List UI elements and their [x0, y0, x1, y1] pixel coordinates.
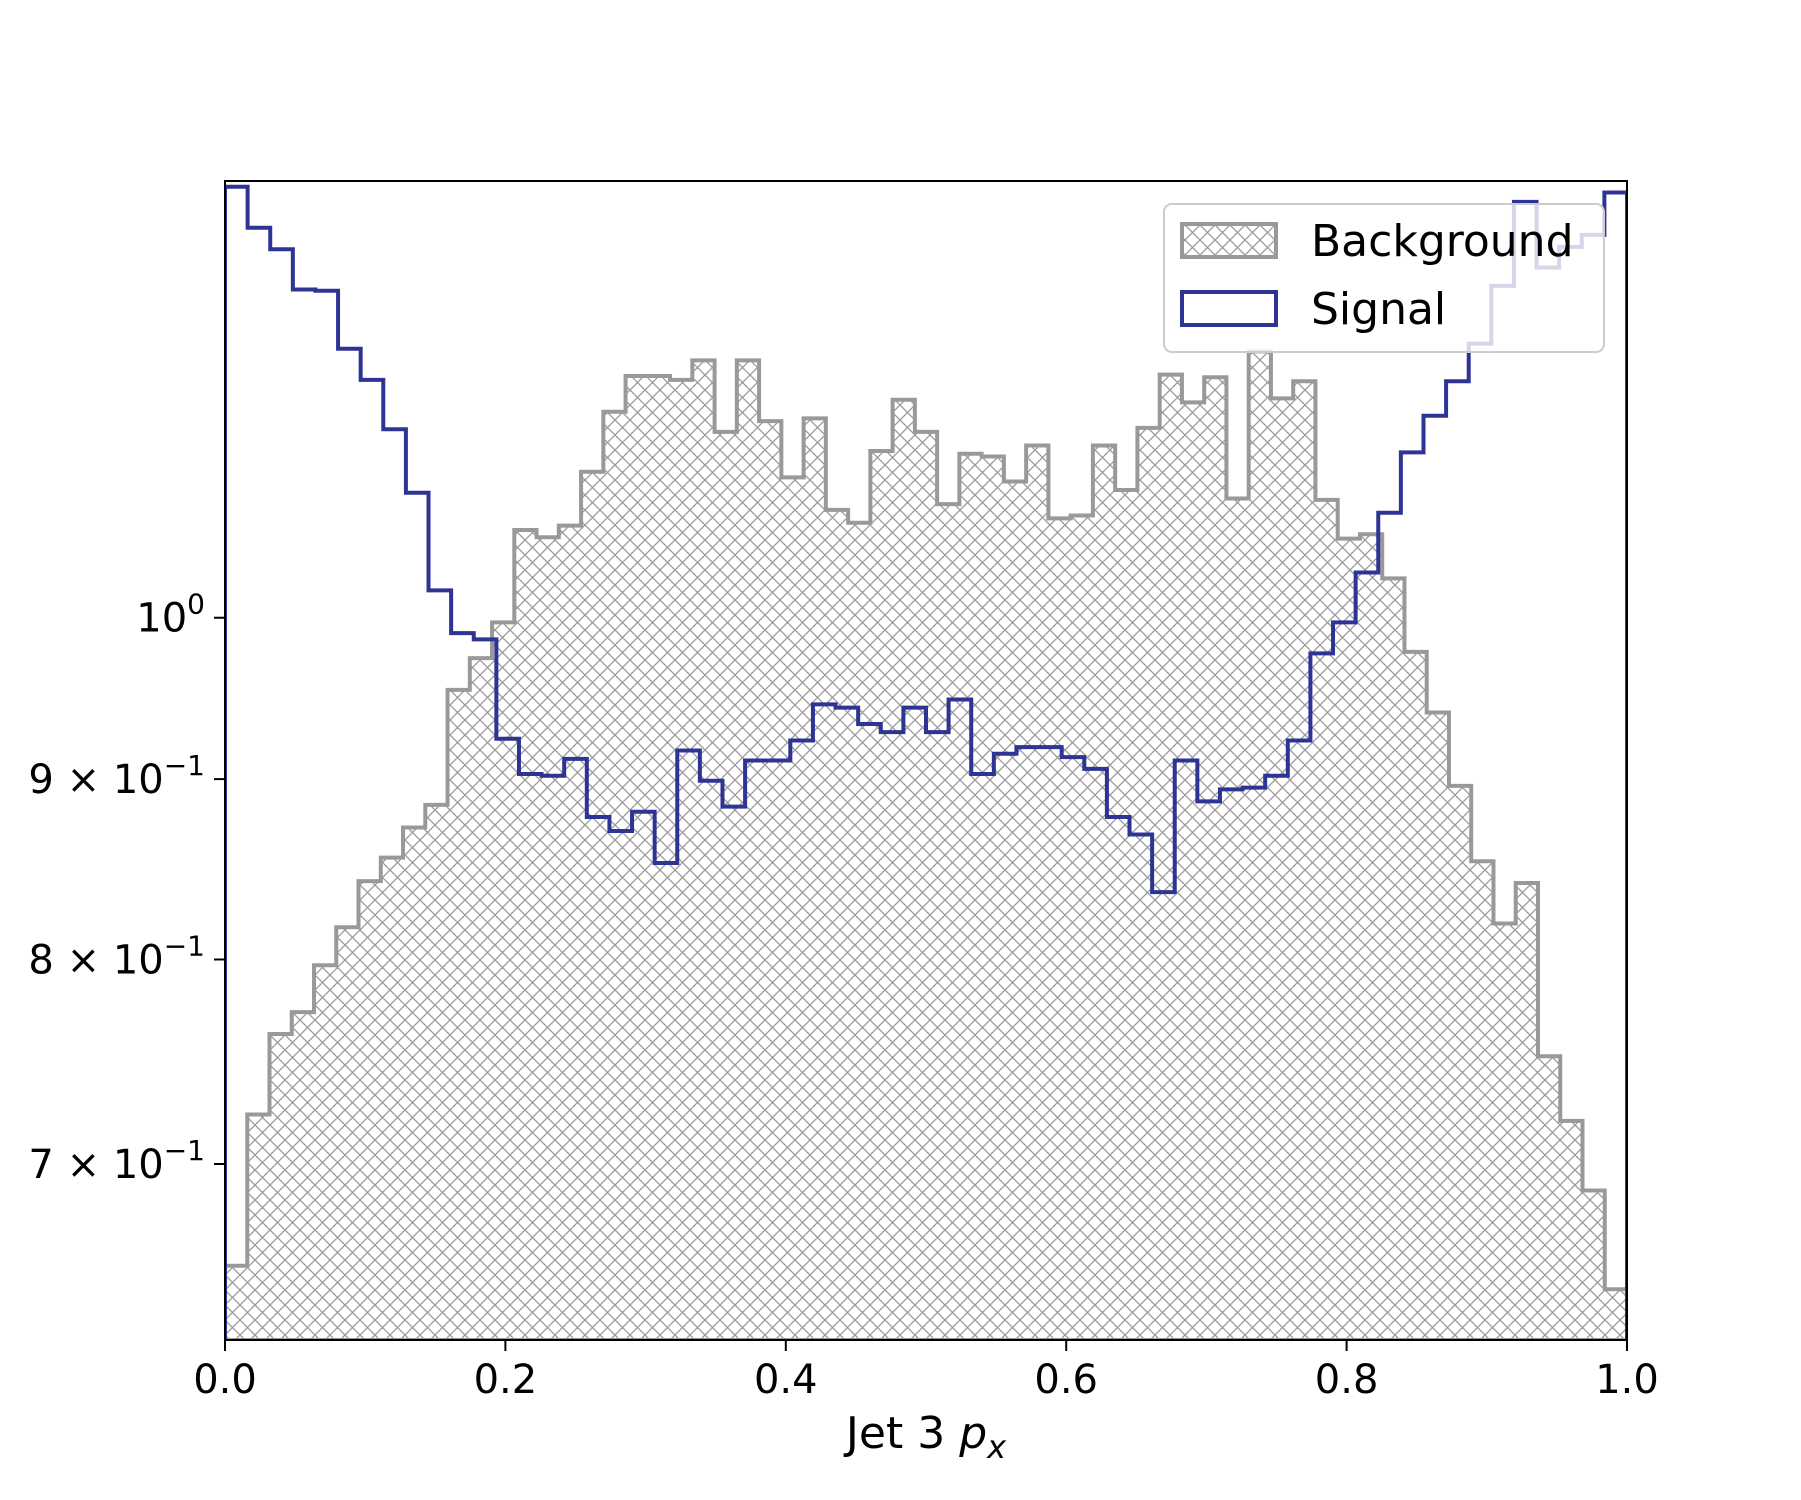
- signal-series: [225, 184, 1627, 1340]
- signal-histogram: [225, 184, 1627, 1340]
- y-tick-label: 7 × 10−1: [28, 1134, 205, 1188]
- x-tick-label: 0.6: [1034, 1357, 1098, 1403]
- x-tick-label: 0.0: [193, 1357, 257, 1403]
- x-tick-label: 0.4: [754, 1357, 818, 1403]
- x-axis-label: Jet 3 px: [843, 1408, 1007, 1466]
- background-histogram: [225, 349, 1627, 1340]
- y-tick-label: 100: [136, 588, 205, 642]
- legend-swatch-background: [1180, 222, 1278, 259]
- legend-label-background: Background: [1311, 216, 1574, 267]
- x-axis: 0.0 0.2 0.4 0.6 0.8 1.0: [193, 1340, 1659, 1403]
- y-tick-label: 8 × 10−1: [28, 929, 205, 983]
- y-axis: 7 × 10−1 8 × 10−1 9 × 10−1 100: [28, 588, 225, 1188]
- legend: Background Signal: [1163, 203, 1605, 353]
- background-series: [225, 349, 1627, 1340]
- x-tick-label: 1.0: [1595, 1357, 1659, 1403]
- plot-frame: [224, 180, 1628, 1341]
- legend-swatch-signal: [1180, 290, 1278, 327]
- y-tick-label: 9 × 10−1: [28, 749, 205, 803]
- legend-label-signal: Signal: [1311, 284, 1446, 335]
- x-tick-label: 0.2: [474, 1357, 538, 1403]
- x-tick-label: 0.8: [1315, 1357, 1379, 1403]
